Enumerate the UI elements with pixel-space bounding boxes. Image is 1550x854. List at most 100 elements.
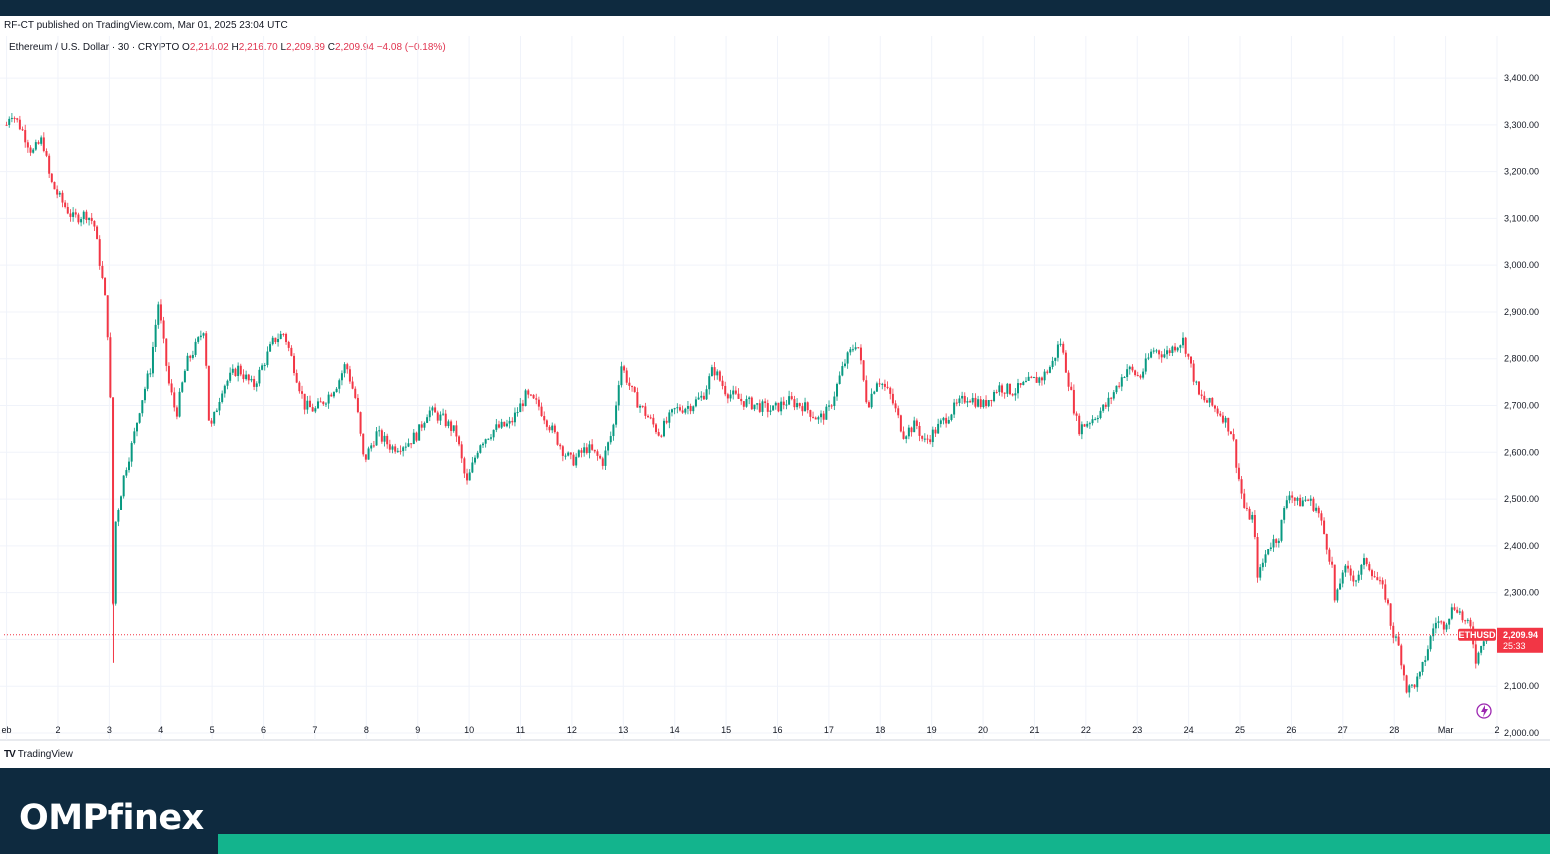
x-tick-label: 26 — [1286, 725, 1296, 735]
candle-body — [1155, 350, 1158, 352]
candle-body — [806, 402, 809, 411]
candle-body — [1235, 439, 1238, 468]
candle-body — [1288, 495, 1291, 501]
candle-body — [1099, 410, 1102, 418]
x-tick-label: 19 — [927, 725, 937, 735]
candle-body — [1011, 394, 1014, 396]
candle-body — [979, 399, 982, 408]
y-tick-label: 2,000.00 — [1504, 728, 1539, 738]
candle-body — [820, 413, 823, 418]
symbol-legend[interactable]: Ethereum / U.S. Dollar · 30 · CRYPTO O2,… — [9, 42, 446, 53]
candle-body — [982, 400, 985, 408]
candle-body — [774, 402, 777, 406]
candle-body — [734, 390, 737, 394]
candle-body — [841, 366, 844, 376]
candle-body — [804, 402, 807, 412]
candle-body — [234, 368, 237, 377]
candle-body — [8, 118, 11, 125]
candle-body — [508, 420, 511, 424]
footer-accent-bar — [218, 834, 1550, 854]
candle-body — [891, 393, 894, 404]
candle-body — [303, 393, 306, 410]
candle-body — [1352, 575, 1355, 582]
price-chart[interactable]: 2,000.002,100.002,200.002,300.002,400.00… — [0, 0, 1550, 768]
candle-body — [1147, 357, 1150, 359]
candle-body — [1245, 507, 1248, 509]
candle-body — [412, 432, 415, 445]
candle-body — [167, 365, 170, 384]
candle-body — [780, 401, 783, 412]
candle-body — [1323, 520, 1326, 535]
candle-body — [1477, 652, 1480, 664]
candle-body — [348, 369, 351, 382]
high-value: 2,216.70 — [238, 42, 278, 53]
candle-body — [287, 341, 290, 348]
candle-body — [753, 404, 756, 410]
candle-body — [1360, 564, 1363, 575]
candle-body — [1120, 377, 1123, 387]
candle-body — [742, 401, 745, 407]
candle-body — [961, 395, 964, 399]
candle-body — [873, 391, 876, 394]
x-tick-label: 13 — [618, 725, 628, 735]
candle-body — [117, 509, 120, 522]
candle-body — [1160, 354, 1163, 358]
candle-body — [647, 415, 650, 418]
series-layer — [5, 113, 1496, 698]
candle-body — [617, 385, 620, 406]
price-tag-value: 2,209.94 — [1503, 630, 1538, 640]
candle-body — [82, 211, 85, 220]
candle-body — [700, 395, 703, 398]
candle-body — [1192, 363, 1195, 382]
candle-body — [1176, 347, 1179, 351]
x-tick-label: 9 — [415, 725, 420, 735]
candle-body — [1123, 377, 1126, 379]
candle-body — [378, 430, 381, 432]
candle-body — [434, 407, 437, 413]
candle-body — [1269, 547, 1272, 550]
candle-body — [883, 383, 886, 387]
candle-body — [466, 473, 469, 481]
candle-body — [694, 399, 697, 407]
candle-body — [130, 443, 133, 462]
candle-body — [1325, 534, 1328, 550]
candle-body — [1400, 645, 1403, 666]
candle-body — [1299, 497, 1302, 507]
price-tag-countdown: 25:33 — [1503, 641, 1526, 651]
candle-body — [889, 387, 892, 394]
candle-body — [61, 192, 64, 203]
candle-body — [277, 339, 280, 343]
tradingview-logo[interactable]: TV TradingView — [4, 749, 73, 760]
x-tick-label: 18 — [875, 725, 885, 735]
candle-body — [308, 400, 311, 408]
candle-body — [857, 347, 860, 349]
candle-body — [977, 399, 980, 407]
candle-body — [676, 407, 679, 409]
candle-body — [282, 333, 285, 335]
candle-body — [1456, 609, 1459, 613]
candle-body — [729, 394, 732, 399]
candle-body — [1309, 498, 1312, 501]
candle-body — [1349, 568, 1352, 576]
candle-body — [66, 206, 69, 214]
candle-body — [1003, 392, 1006, 394]
candle-body — [1253, 514, 1256, 538]
candle-body — [867, 402, 870, 408]
candle-body — [1368, 564, 1371, 571]
candle-body — [825, 406, 828, 420]
candle-body — [1378, 580, 1381, 582]
candle-body — [1070, 386, 1073, 390]
candle-body — [942, 417, 945, 421]
candle-body — [330, 394, 333, 397]
candle-body — [1232, 434, 1235, 440]
candle-body — [1001, 385, 1004, 393]
candle-body — [165, 338, 168, 366]
candle-body — [670, 409, 673, 413]
candle-body — [625, 370, 628, 383]
candle-body — [1458, 611, 1461, 613]
y-tick-label: 3,400.00 — [1504, 73, 1539, 83]
candle-body — [37, 142, 40, 144]
x-tick-label: Mar — [1438, 725, 1454, 735]
candle-body — [444, 413, 447, 427]
candle-body — [721, 380, 724, 386]
